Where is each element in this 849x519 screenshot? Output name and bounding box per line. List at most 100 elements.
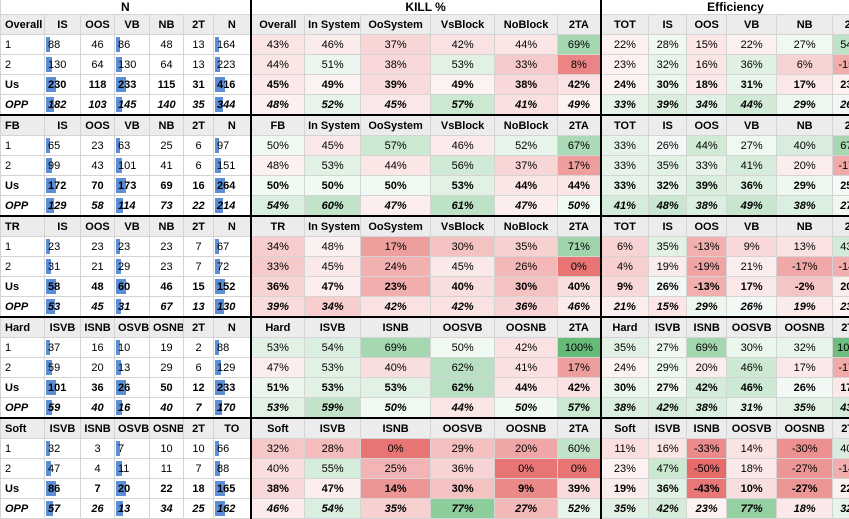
count-cell: 59 <box>45 358 81 378</box>
kill-cell: 26% <box>495 257 558 277</box>
count-cell: 16 <box>115 398 150 419</box>
count-cell: 37 <box>45 338 81 358</box>
eff-cell: 19% <box>649 257 687 277</box>
eff-cell: -27% <box>777 459 833 479</box>
eff-cell: -19% <box>687 257 727 277</box>
count-value: 344 <box>217 99 235 111</box>
count-cell: 21 <box>81 257 115 277</box>
n-col-header: N <box>214 216 251 237</box>
count-cell: 165 <box>214 479 251 499</box>
count-value: 165 <box>217 483 235 495</box>
eff-cell: 23% <box>833 297 849 318</box>
kill-cell: 55% <box>305 459 361 479</box>
count-cell: 10 <box>115 338 150 358</box>
kill-cell: 48% <box>251 95 305 116</box>
n-col-header: VB <box>115 216 150 237</box>
kill-cell: 44% <box>431 398 495 419</box>
eff-cell: 26% <box>727 297 777 318</box>
eff-cell: 16% <box>687 55 727 75</box>
count-cell: 65 <box>45 136 81 156</box>
kill-col-header: VsBlock <box>431 216 495 237</box>
count-cell: 31 <box>45 257 81 277</box>
kill-cell: 47% <box>495 196 558 217</box>
kill-cell: 53% <box>251 398 305 419</box>
kill-cell: 30% <box>431 237 495 257</box>
count-value: 32 <box>48 443 60 455</box>
count-cell: 26 <box>81 499 115 519</box>
kill-cell: 50% <box>251 136 305 156</box>
eff-cell: 38% <box>601 398 649 419</box>
eff-cell: -33% <box>687 439 727 459</box>
count-value: 129 <box>217 362 235 374</box>
eff-cell: 33% <box>601 176 649 196</box>
eff-col-header: ISVB <box>649 418 687 439</box>
eff-col-header: VB <box>727 216 777 237</box>
kill-cell: 38% <box>251 479 305 499</box>
n-col-header: ISVB <box>45 418 81 439</box>
count-value: 59 <box>48 402 60 414</box>
kill-cell: 23% <box>361 277 431 297</box>
kill-cell: 51% <box>251 378 305 398</box>
eff-cell: 34% <box>687 95 727 116</box>
count-cell: 264 <box>214 176 251 196</box>
kill-col-header: OoSystem <box>361 115 431 136</box>
count-cell: 223 <box>214 55 251 75</box>
eff-cell: 17% <box>833 378 849 398</box>
count-cell: 7 <box>184 459 214 479</box>
kill-cell: 39% <box>558 479 601 499</box>
eff-cell: 23% <box>601 55 649 75</box>
count-cell: 32 <box>45 439 81 459</box>
count-value: 31 <box>48 261 60 273</box>
eff-col-header: NB <box>777 115 833 136</box>
count-cell: 151 <box>214 156 251 176</box>
count-value: 214 <box>217 200 235 212</box>
count-cell: 13 <box>184 35 214 55</box>
kill-col-header: 2TA <box>558 216 601 237</box>
eff-cell: 35% <box>649 237 687 257</box>
kill-cell: 41% <box>495 95 558 116</box>
eff-cell: 9% <box>727 237 777 257</box>
kill-cell: 17% <box>558 358 601 378</box>
kill-cell: 40% <box>558 277 601 297</box>
kill-cell: 45% <box>305 136 361 156</box>
count-cell: 7 <box>184 237 214 257</box>
eff-cell: 69% <box>687 338 727 358</box>
eff-col-header: TOT <box>601 15 649 35</box>
kill-col-header: Soft <box>251 418 305 439</box>
eff-cell: 40% <box>833 439 849 459</box>
kill-cell: 49% <box>431 75 495 95</box>
eff-cell: 77% <box>727 499 777 519</box>
count-value: 26 <box>118 382 130 394</box>
kill-cell: 44% <box>495 35 558 55</box>
count-cell: 73 <box>150 196 184 217</box>
eff-cell: 23% <box>687 499 727 519</box>
count-cell: 233 <box>115 75 150 95</box>
kill-cell: 39% <box>251 297 305 318</box>
count-value: 88 <box>48 39 60 51</box>
n-col-header: N <box>214 317 251 338</box>
kill-col-header: Overall <box>251 15 305 35</box>
kill-cell: 0% <box>558 459 601 479</box>
n-col-header: TO <box>214 418 251 439</box>
kill-cell: 53% <box>431 55 495 75</box>
kill-cell: 47% <box>305 479 361 499</box>
eff-cell: 26% <box>833 95 849 116</box>
kill-cell: 34% <box>251 237 305 257</box>
count-cell: 64 <box>150 55 184 75</box>
eff-col-header: IS <box>649 15 687 35</box>
row-label: 1 <box>1 237 45 257</box>
count-cell: 7 <box>81 479 115 499</box>
eff-cell: 22% <box>601 35 649 55</box>
count-cell: 101 <box>115 156 150 176</box>
eff-col-header: Soft <box>601 418 649 439</box>
kill-cell: 25% <box>361 459 431 479</box>
count-value: 129 <box>48 200 66 212</box>
count-cell: 41 <box>150 156 184 176</box>
kill-cell: 48% <box>251 156 305 176</box>
count-cell: 50 <box>150 378 184 398</box>
